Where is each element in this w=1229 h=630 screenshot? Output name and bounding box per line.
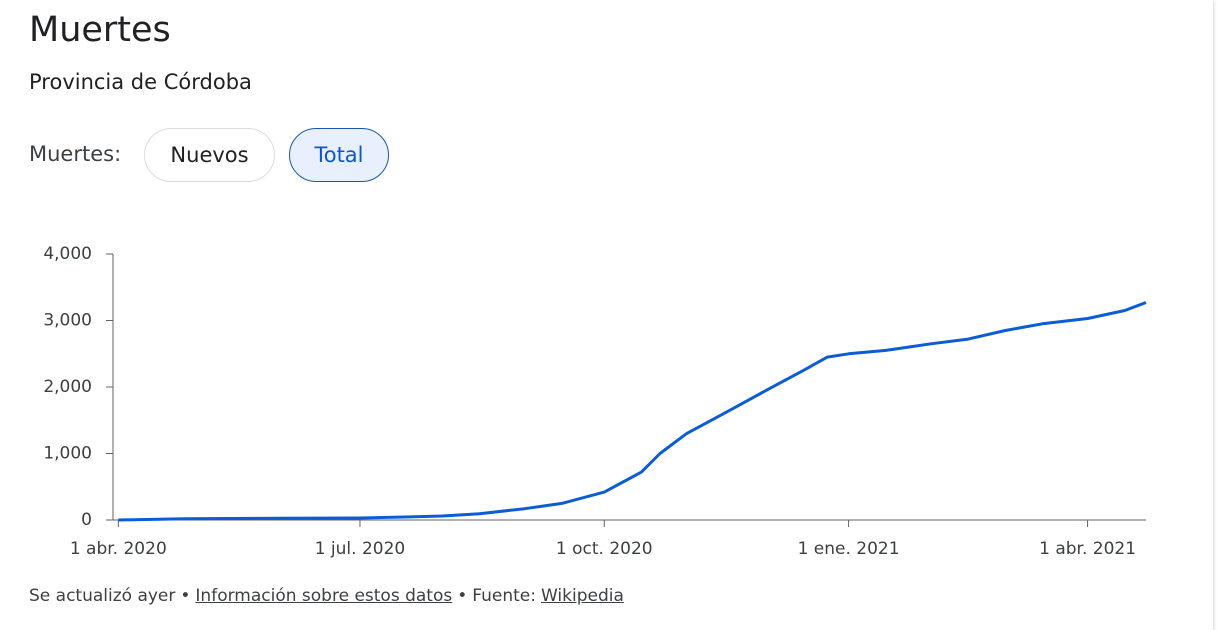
footer-link[interactable]: Wikipedia	[540, 586, 624, 606]
x-tick-label: 1 abr. 2020	[70, 539, 167, 559]
footer-text: •	[180, 586, 191, 606]
x-tick-label: 1 abr. 2021	[1039, 539, 1136, 559]
subtitle: Provincia de Córdoba	[29, 70, 252, 94]
footer: Se actualizó ayer • Información sobre esto…	[29, 586, 629, 606]
y-tick-label: 4,000	[43, 244, 92, 264]
title: Muertes	[29, 10, 171, 50]
x-tick-label: 1 jul. 2020	[315, 539, 406, 559]
y-tick-label: 2,000	[43, 377, 92, 397]
footer-text: •	[457, 586, 468, 606]
toggle-option[interactable]: Nuevos	[144, 128, 275, 182]
y-tick-label: 0	[81, 510, 92, 530]
footer-text: Fuente:	[472, 586, 536, 606]
x-tick-label: 1 oct. 2020	[556, 539, 653, 559]
footer-text: Se actualizó ayer	[29, 586, 176, 606]
x-tick-label: 1 ene. 2021	[798, 539, 900, 559]
y-tick-label: 3,000	[43, 311, 92, 331]
y-tick-label: 1,000	[43, 444, 92, 464]
toggle-label: Muertes:	[29, 142, 122, 166]
toggle-option-selected[interactable]: Total	[289, 128, 389, 182]
footer-link[interactable]: Información sobre estos datos	[195, 586, 453, 606]
data-line	[118, 301, 1147, 522]
